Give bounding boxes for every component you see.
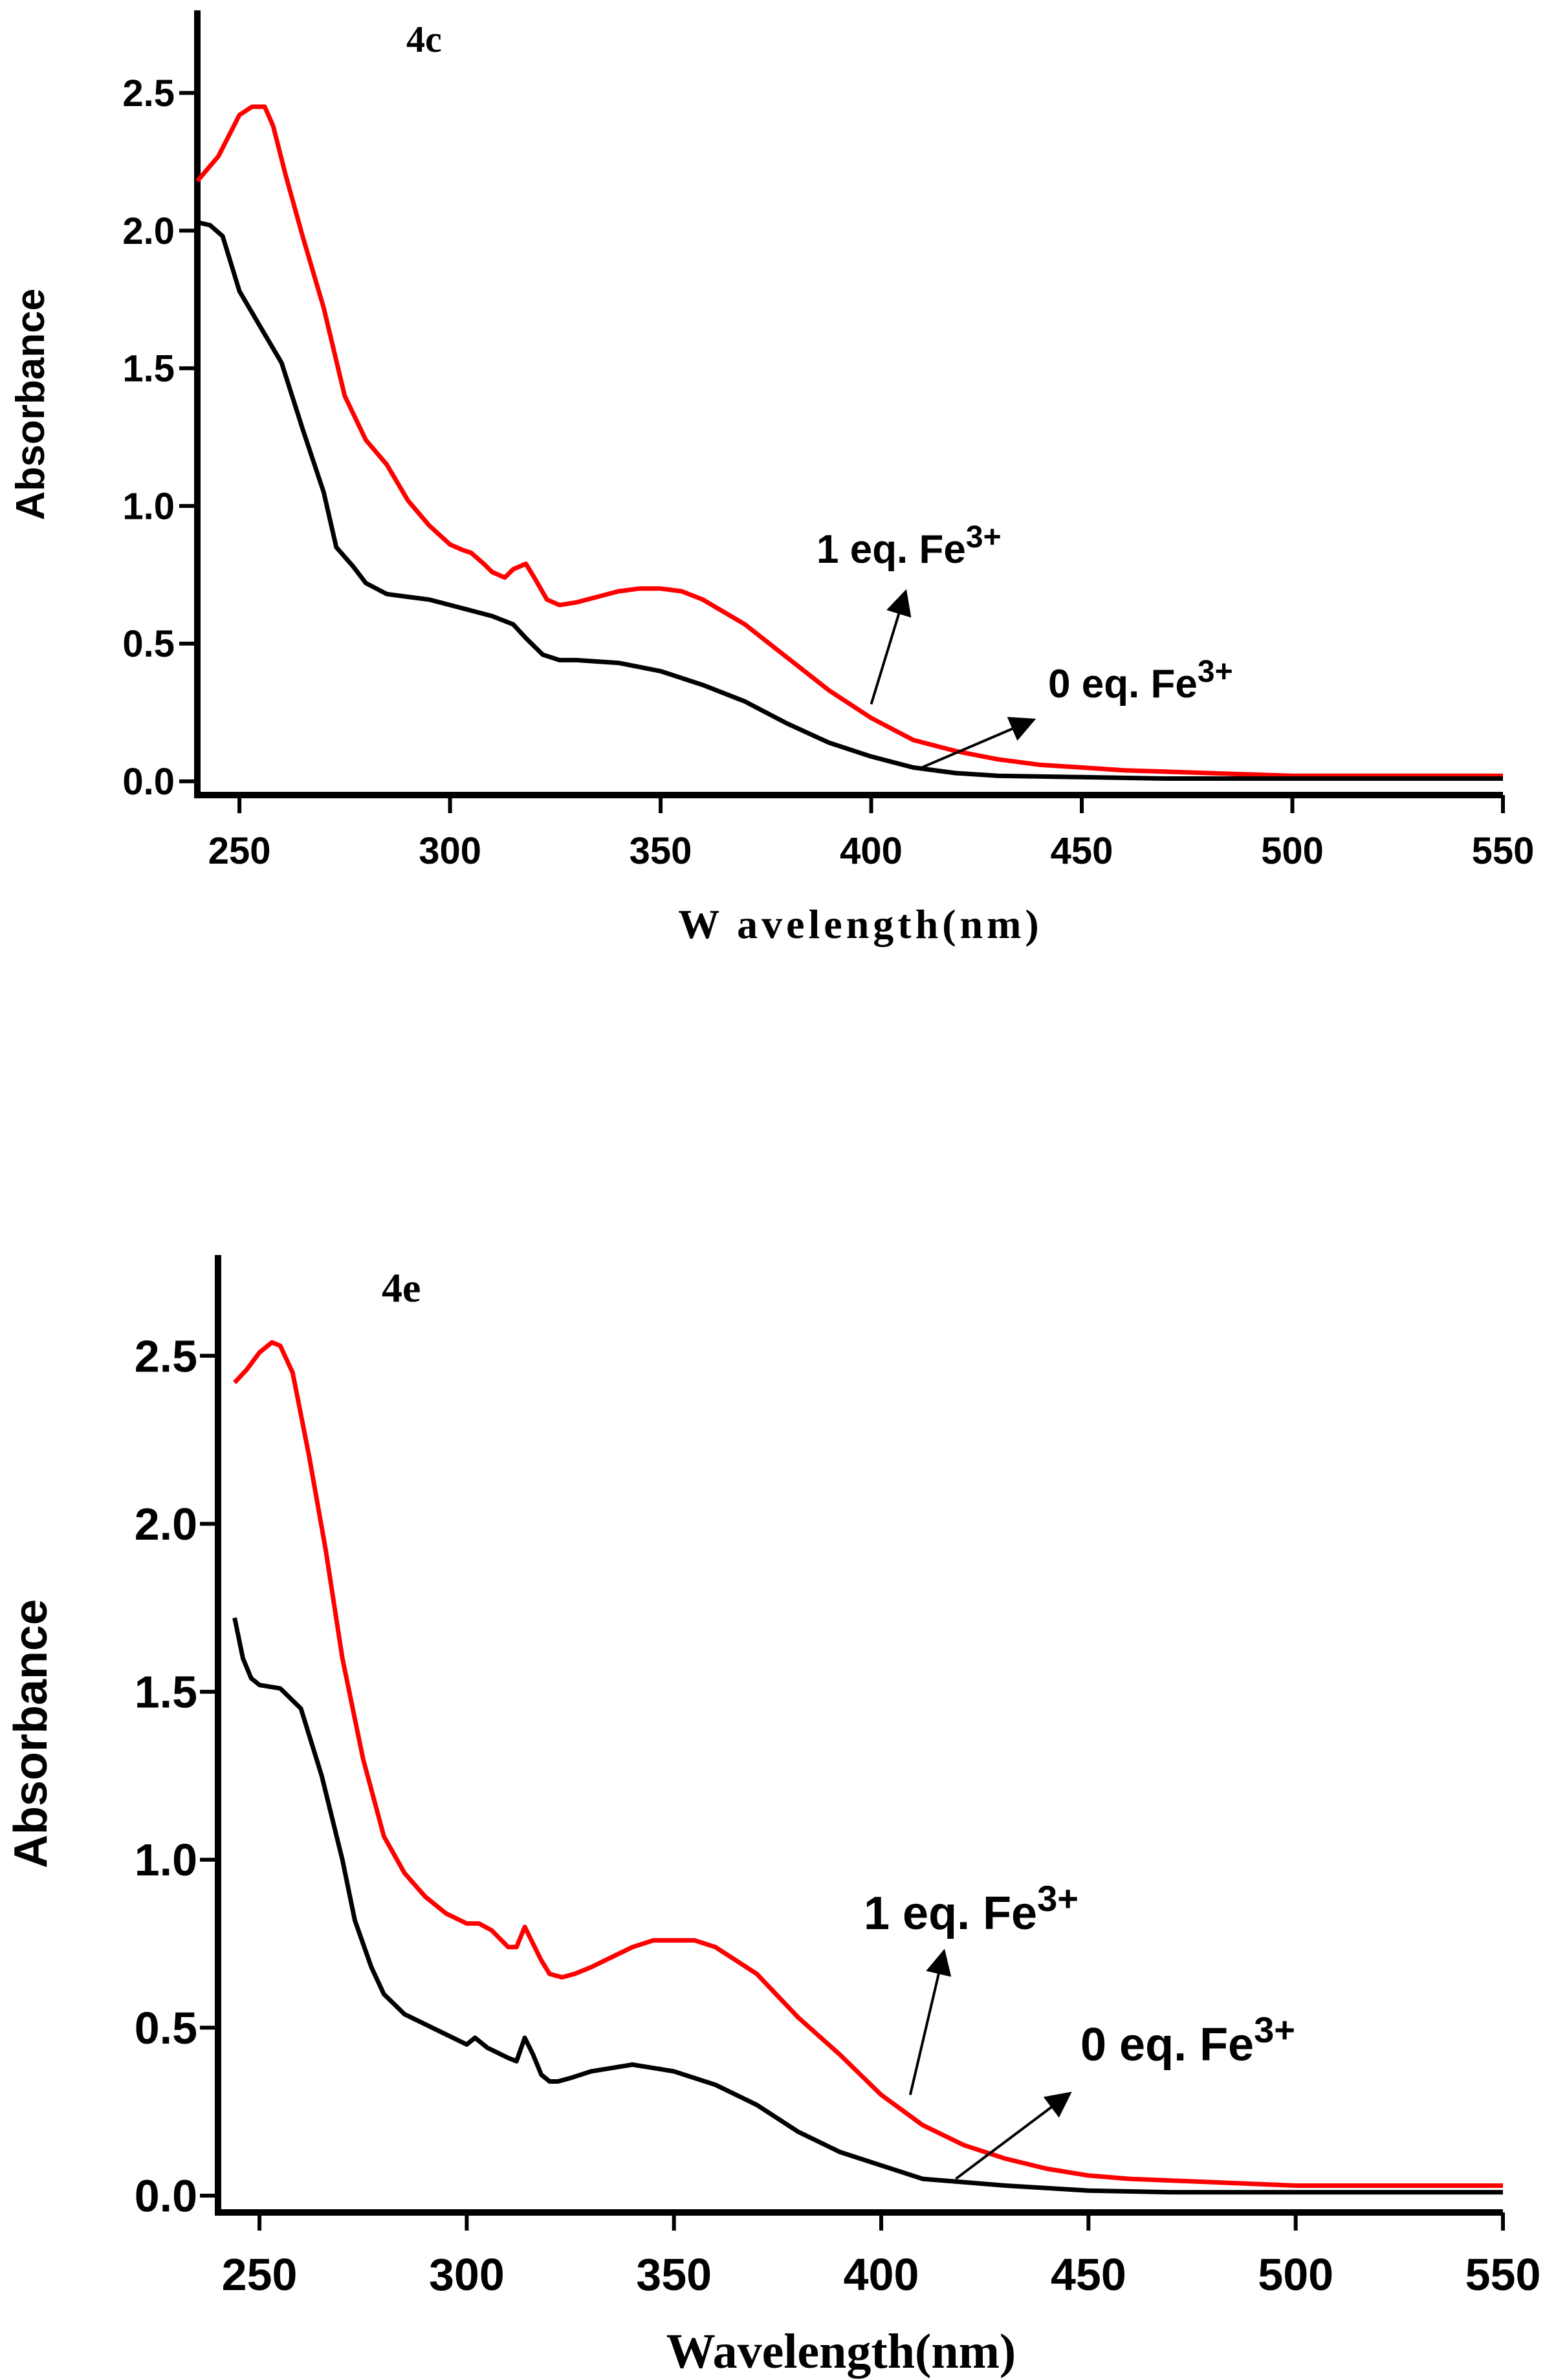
x-tick-label: 500 <box>1258 2249 1333 2300</box>
x-tick-label: 250 <box>208 830 271 872</box>
annotation-1eq: 1 eq. Fe3+ <box>864 1878 1079 1939</box>
y-tick-label: 0.5 <box>135 2003 197 2053</box>
y-tick-label: 0.0 <box>122 761 175 803</box>
y-tick-label: 0.5 <box>122 623 175 665</box>
x-tick-label: 400 <box>840 830 903 872</box>
y-tick-label: 2.0 <box>135 1499 197 1549</box>
x-axis-title: Wavelength(nm) <box>666 2324 1016 2379</box>
y-tick-label: 1.0 <box>122 485 175 527</box>
y-tick-label: 2.5 <box>122 72 175 115</box>
series-line-0eq <box>232 1617 1503 2195</box>
x-tick-label: 300 <box>419 830 481 872</box>
arrow-1eq <box>908 1949 952 2095</box>
x-tick-label: 350 <box>636 2249 712 2300</box>
chart-4c: 250 300 350 400 450 500 550 0.0 0.5 1.0 1.5 2.0 2.5… <box>8 10 1534 947</box>
series-line-0eq <box>197 220 1503 781</box>
panel-label: 4c <box>406 18 442 60</box>
arrow-0eq <box>921 717 1036 769</box>
arrow-1eq <box>870 589 912 705</box>
y-axis-title: Absorbance <box>5 1599 57 1868</box>
y-axis-title: Absorbance <box>8 289 53 520</box>
y-tick-label: 1.5 <box>135 1667 197 1718</box>
x-tick-label: 550 <box>1465 2249 1541 2300</box>
x-tick-label: 300 <box>429 2249 505 2300</box>
x-tick-label: 400 <box>844 2249 919 2300</box>
annotation-1eq: 1 eq. Fe3+ <box>816 520 1002 572</box>
chart-4e: 250 300 350 400 450 500 550 0.0 0.5 1.0 1.5 2.0 2.5… <box>5 1255 1540 2379</box>
x-tick-label: 550 <box>1472 830 1535 872</box>
x-tick-label: 450 <box>1051 830 1113 872</box>
series-line-1eq <box>195 104 1503 778</box>
y-tick-label: 1.5 <box>122 348 175 390</box>
y-tick-label: 1.0 <box>135 1835 197 1885</box>
y-tick-label: 2.0 <box>122 210 175 252</box>
panel-label: 4e <box>382 1265 421 1311</box>
y-tick-label: 2.5 <box>135 1331 197 1381</box>
x-axis-title: W avelength(nm) <box>678 901 1042 947</box>
x-tick-label: 500 <box>1261 830 1324 872</box>
x-tick-label: 450 <box>1051 2249 1126 2300</box>
series-line-1eq <box>233 1340 1503 2188</box>
annotation-0eq: 0 eq. Fe3+ <box>1048 655 1233 706</box>
annotation-0eq: 0 eq. Fe3+ <box>1080 2009 1295 2071</box>
x-tick-label: 250 <box>222 2249 298 2300</box>
y-tick-label: 0.0 <box>135 2171 197 2222</box>
x-tick-label: 350 <box>630 830 692 872</box>
arrow-0eq <box>955 2091 1072 2180</box>
